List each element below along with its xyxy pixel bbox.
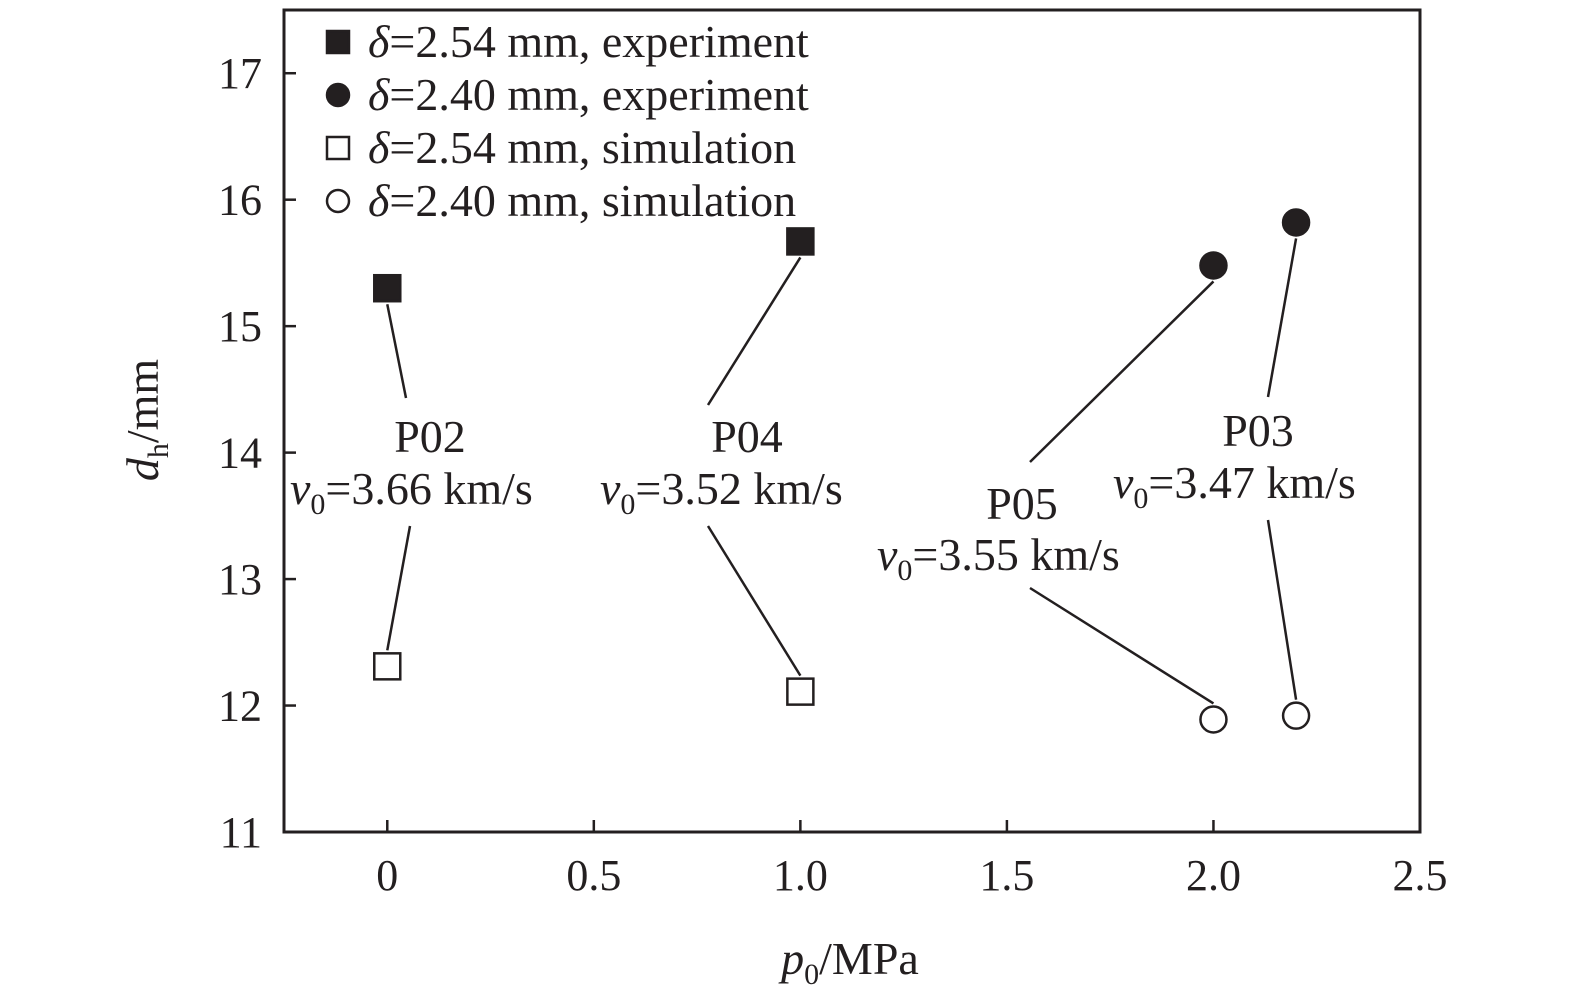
- leader-line: [1266, 238, 1298, 398]
- legend-marker: [325, 82, 351, 108]
- leader-line: [1029, 586, 1215, 705]
- annotation-label: P03: [1222, 405, 1294, 456]
- y-tick-label: 17: [218, 49, 262, 98]
- data-point: [786, 677, 815, 706]
- annotation-leaders: [386, 238, 1298, 705]
- y-tick-label: 14: [218, 429, 262, 478]
- y-tick-label: 13: [218, 555, 262, 604]
- data-point: [1281, 701, 1311, 730]
- annotation-label: P05: [986, 478, 1058, 529]
- data-point: [373, 652, 402, 681]
- annotation-label: P02: [394, 411, 466, 462]
- data-point: [786, 227, 815, 256]
- plot-frame: [282, 8, 1422, 834]
- x-tick-label: 1.5: [979, 851, 1034, 900]
- data-markers: [373, 208, 1311, 734]
- annotation-velocity: v0=3.47 km/s: [1113, 457, 1356, 515]
- annotation-velocity: v0=3.52 km/s: [600, 463, 843, 521]
- legend-label: δ=2.54 mm, simulation: [368, 122, 796, 173]
- x-tick-label: 0.5: [566, 851, 621, 900]
- y-tick-label: 11: [220, 808, 262, 857]
- legend-label: δ=2.40 mm, simulation: [368, 175, 796, 226]
- legend-marker: [325, 188, 351, 214]
- leader-line: [386, 303, 408, 399]
- leader-line: [386, 525, 412, 651]
- x-tick-label: 2.5: [1393, 851, 1448, 900]
- y-axis-title: dh/mm: [117, 359, 175, 482]
- leader-line: [1266, 519, 1298, 700]
- y-tick-label: 15: [218, 302, 262, 351]
- x-tick-label: 2.0: [1186, 851, 1241, 900]
- data-point: [1281, 208, 1311, 237]
- legend-label: δ=2.54 mm, experiment: [368, 16, 809, 67]
- y-tick-label: 12: [218, 682, 262, 731]
- leader-line: [706, 525, 802, 677]
- ticks: 0 0.5 1.0 1.5 2.0 2.5 11 12 13 14 15 16 17: [218, 49, 1448, 900]
- leader-line: [1029, 280, 1215, 463]
- y-tick-label: 16: [218, 176, 262, 225]
- leader-line: [706, 256, 802, 406]
- x-tick-label: 1.0: [773, 851, 828, 900]
- data-point: [1199, 251, 1228, 280]
- annotation-velocity: v0=3.66 km/s: [290, 463, 533, 521]
- data-point: [1199, 705, 1228, 734]
- legend-marker: [325, 135, 351, 161]
- annotation-velocity: v0=3.55 km/s: [877, 529, 1120, 587]
- data-point: [373, 273, 402, 303]
- x-axis-title: p0/MPa: [778, 933, 919, 991]
- x-tick-label: 0: [376, 851, 398, 900]
- legend-marker: [325, 29, 351, 55]
- legend-label: δ=2.40 mm, experiment: [368, 69, 809, 120]
- annotation-label: P04: [711, 411, 783, 462]
